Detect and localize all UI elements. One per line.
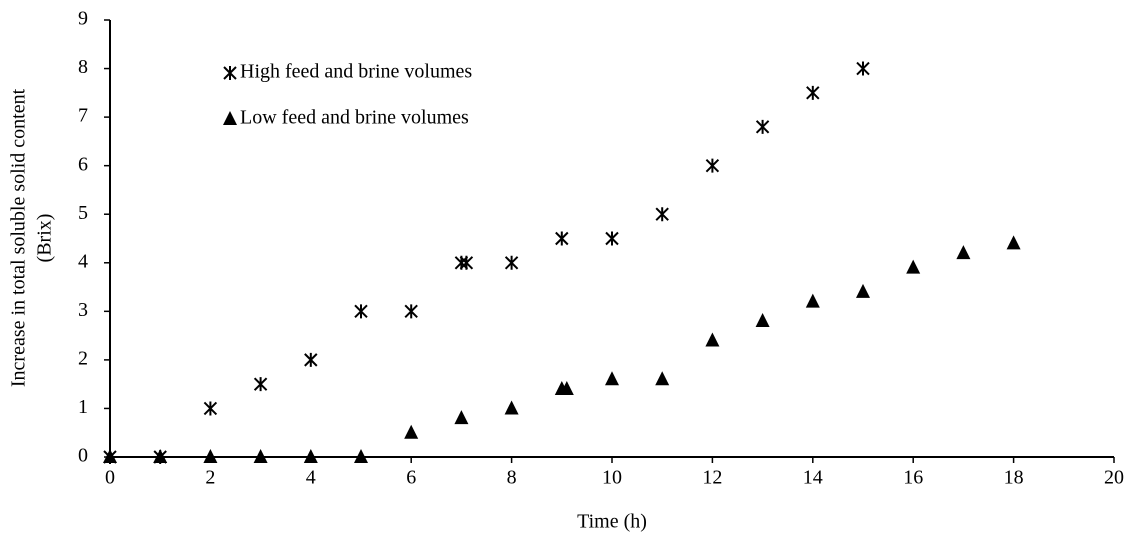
triangle-marker xyxy=(906,259,921,274)
asterisk-marker xyxy=(354,304,368,319)
asterisk-marker xyxy=(555,231,569,246)
triangle-marker xyxy=(153,449,168,463)
triangle-marker xyxy=(303,449,318,463)
y-axis-label: (Brix) xyxy=(34,214,56,263)
x-tick-label: 12 xyxy=(702,467,722,489)
asterisk-marker xyxy=(253,377,268,392)
x-axis-label: Time (h) xyxy=(577,511,647,533)
asterisk-marker xyxy=(605,231,619,246)
y-tick-label: 8 xyxy=(78,56,88,78)
triangle-marker xyxy=(253,449,268,463)
asterisk-marker xyxy=(806,85,820,100)
x-tick-label: 18 xyxy=(1004,467,1024,489)
asterisk-marker xyxy=(755,119,770,134)
triangle-marker xyxy=(504,400,519,415)
y-tick-label: 6 xyxy=(78,153,88,175)
triangle-marker xyxy=(103,449,117,463)
asterisk-marker xyxy=(856,61,870,76)
y-tick-label: 7 xyxy=(78,105,88,127)
triangle-marker xyxy=(1006,235,1021,250)
asterisk-marker xyxy=(655,207,669,222)
legend-label: High feed and brine volumes xyxy=(240,61,472,83)
triangle-marker xyxy=(559,381,574,396)
triangle-marker xyxy=(856,283,870,298)
asterisk-marker xyxy=(459,255,474,270)
triangle-marker xyxy=(203,449,218,463)
y-axis-label: Increase in total soluble solid content xyxy=(8,88,30,387)
triangle-marker xyxy=(223,111,237,125)
y-tick-label: 0 xyxy=(78,445,88,467)
y-tick-label: 5 xyxy=(78,202,88,224)
x-tick-label: 14 xyxy=(803,467,823,489)
asterisk-marker xyxy=(223,66,237,80)
x-tick-label: 4 xyxy=(306,467,316,489)
y-tick-label: 3 xyxy=(78,299,88,321)
asterisk-marker xyxy=(203,401,218,416)
y-tick-label: 2 xyxy=(78,347,88,369)
triangle-marker xyxy=(956,245,971,260)
triangle-marker xyxy=(404,424,419,439)
triangle-marker xyxy=(705,332,720,347)
x-tick-label: 16 xyxy=(903,467,923,489)
triangle-marker xyxy=(755,313,770,328)
triangle-marker xyxy=(805,293,820,308)
x-tick-label: 8 xyxy=(507,467,517,489)
triangle-marker xyxy=(354,449,368,463)
y-tick-label: 1 xyxy=(78,396,88,418)
asterisk-marker xyxy=(504,255,519,270)
triangle-marker xyxy=(655,371,670,386)
asterisk-marker xyxy=(705,158,720,173)
x-tick-label: 0 xyxy=(105,467,115,489)
x-tick-label: 2 xyxy=(205,467,215,489)
legend-label: Low feed and brine volumes xyxy=(240,107,469,129)
x-tick-label: 6 xyxy=(406,467,416,489)
triangle-marker xyxy=(605,371,619,386)
x-tick-label: 10 xyxy=(602,467,622,489)
y-tick-label: 9 xyxy=(78,8,88,30)
y-tick-label: 4 xyxy=(78,250,88,272)
x-tick-label: 20 xyxy=(1104,467,1124,489)
asterisk-marker xyxy=(304,352,318,367)
triangle-marker xyxy=(454,410,469,425)
asterisk-marker xyxy=(404,304,418,319)
